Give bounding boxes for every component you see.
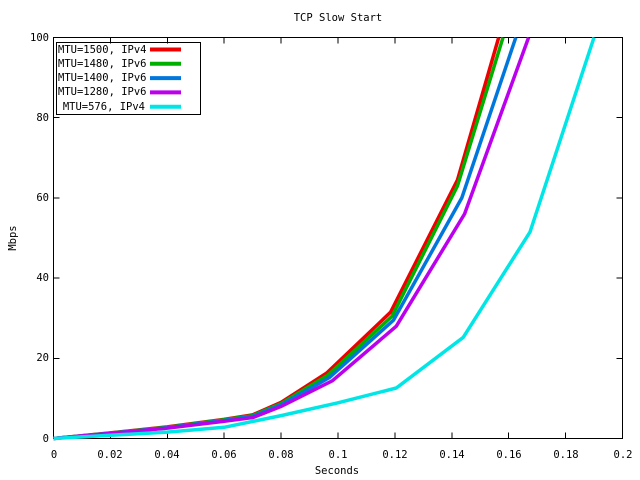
x-tick-label: 0	[50, 449, 58, 461]
x-tick-label: 0.2	[613, 449, 633, 461]
legend-label-0: MTU=1500, IPv4	[58, 43, 147, 56]
legend-label-1: MTU=1480, IPv6	[58, 57, 147, 70]
x-tick-label: 0.08	[268, 449, 294, 461]
x-tick-label: 0.12	[382, 449, 408, 461]
y-tick-label: 60	[36, 192, 49, 204]
y-axis-label: Mbps	[7, 225, 19, 251]
series-line-2	[53, 36, 518, 441]
x-axis-label: Seconds	[314, 465, 360, 477]
x-tick-label: 0.18	[553, 449, 579, 461]
x-tick-label: 0.02	[97, 449, 123, 461]
x-tick-label: 0.16	[496, 449, 522, 461]
series-line-3	[53, 36, 531, 441]
y-tick-label: 100	[30, 32, 49, 44]
legend-label-4: MTU=576, IPv4	[62, 100, 145, 113]
legend-box	[56, 42, 201, 115]
x-tick-label: 0.06	[211, 449, 237, 461]
plot-border	[53, 37, 623, 439]
x-tick-label: 0.14	[439, 449, 465, 461]
y-tick-label: 80	[36, 112, 49, 124]
series-line-4	[53, 36, 596, 441]
x-tick-label: 0.04	[154, 449, 180, 461]
series-line-1	[53, 36, 505, 441]
legend-label-2: MTU=1400, IPv6	[58, 71, 147, 84]
y-tick-label: 20	[36, 352, 49, 364]
x-tick-label: 0.1	[328, 449, 348, 461]
chart-title: TCP Slow Start	[293, 12, 383, 24]
legend-label-3: MTU=1280, IPv6	[58, 85, 147, 98]
y-tick-label: 40	[36, 272, 49, 284]
y-tick-label: 0	[42, 433, 49, 445]
